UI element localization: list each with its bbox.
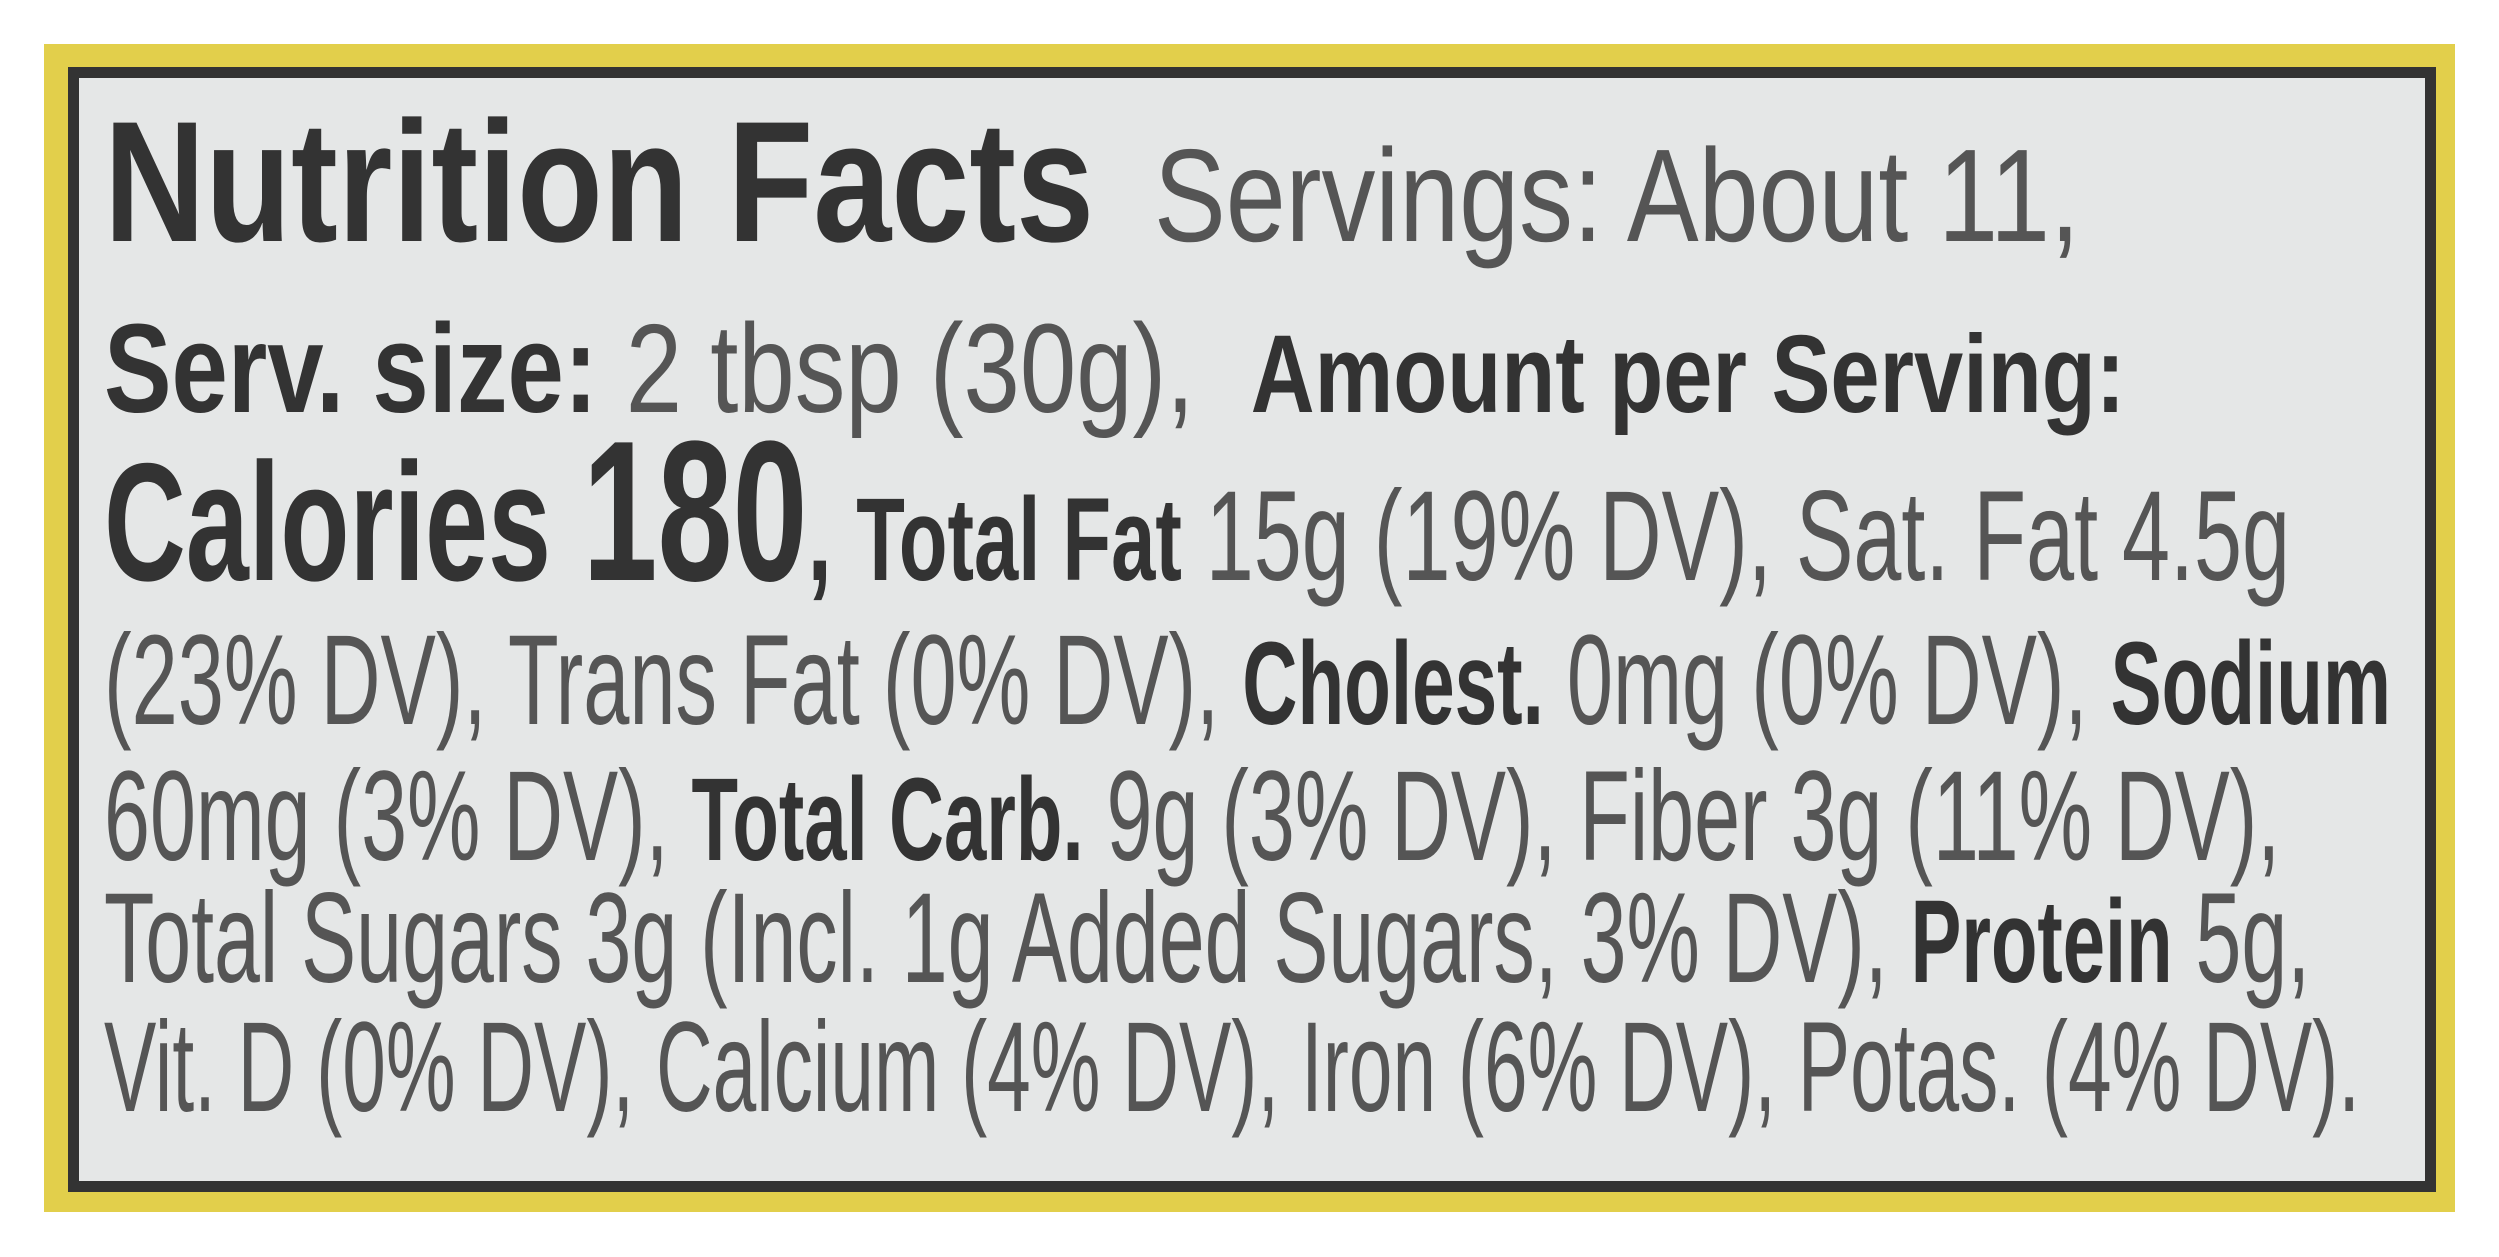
nutrient-value: 5g, [2172, 867, 2311, 1011]
label-line: Total Sugars 3g (Incl. 1g Added Sugars, … [104, 875, 2310, 1003]
nutrient-label: Nutrition Facts [104, 86, 1095, 279]
nutrient-label: Total Carb. [691, 754, 1084, 887]
nutrient-label: Calories [104, 428, 583, 616]
nutrition-panel [68, 67, 2436, 1192]
label-line: 60mg (3% DV), Total Carb. 9g (3% DV), Fi… [104, 753, 2280, 881]
nutrient-value: 60mg (3% DV), [104, 745, 692, 889]
nutrient-value: 2 tbsp (30g), [597, 297, 1251, 439]
label-line: Serv. size: 2 tbsp (30g), Amount per Ser… [104, 305, 2125, 432]
label-line: Nutrition Facts Servings: About 11, [104, 96, 2080, 268]
nutrient-label: Protein [1910, 876, 2173, 1009]
nutrient-label: Amount per Serving: [1250, 312, 2126, 436]
label-line: Calories 180, Total Fat 15g (19% DV), Sa… [104, 412, 2290, 612]
nutrient-value: (23% DV), Trans Fat (0% DV), [104, 609, 1243, 753]
nutrient-label: Serv. size: [104, 297, 598, 439]
nutrient-value: Total Sugars 3g (Incl. 1g Added Sugars, … [104, 867, 1911, 1011]
nutrient-value: 0mg (0% DV), [1543, 609, 2111, 753]
nutrient-value: Vit. D (0% DV), Calcium (4% DV), Iron (6… [104, 996, 2361, 1140]
label-line: Vit. D (0% DV), Calcium (4% DV), Iron (6… [104, 1004, 2360, 1132]
nutrient-label: , [807, 462, 857, 608]
nutrient-label: Sodium [2110, 618, 2391, 751]
nutrient-value: 15g (19% DV), Sat. Fat 4.5g [1181, 465, 2290, 608]
nutrient-label: Total Fat [856, 474, 1182, 606]
nutrient-value: 9g (3% DV), Fiber 3g (11% DV), [1083, 745, 2281, 889]
nutrient-label: 180 [582, 400, 808, 623]
nutrient-label: Cholest. [1242, 618, 1544, 751]
nutrient-value: Servings: About 11, [1094, 122, 2080, 270]
label-line: (23% DV), Trans Fat (0% DV), Cholest. 0m… [104, 617, 2391, 745]
